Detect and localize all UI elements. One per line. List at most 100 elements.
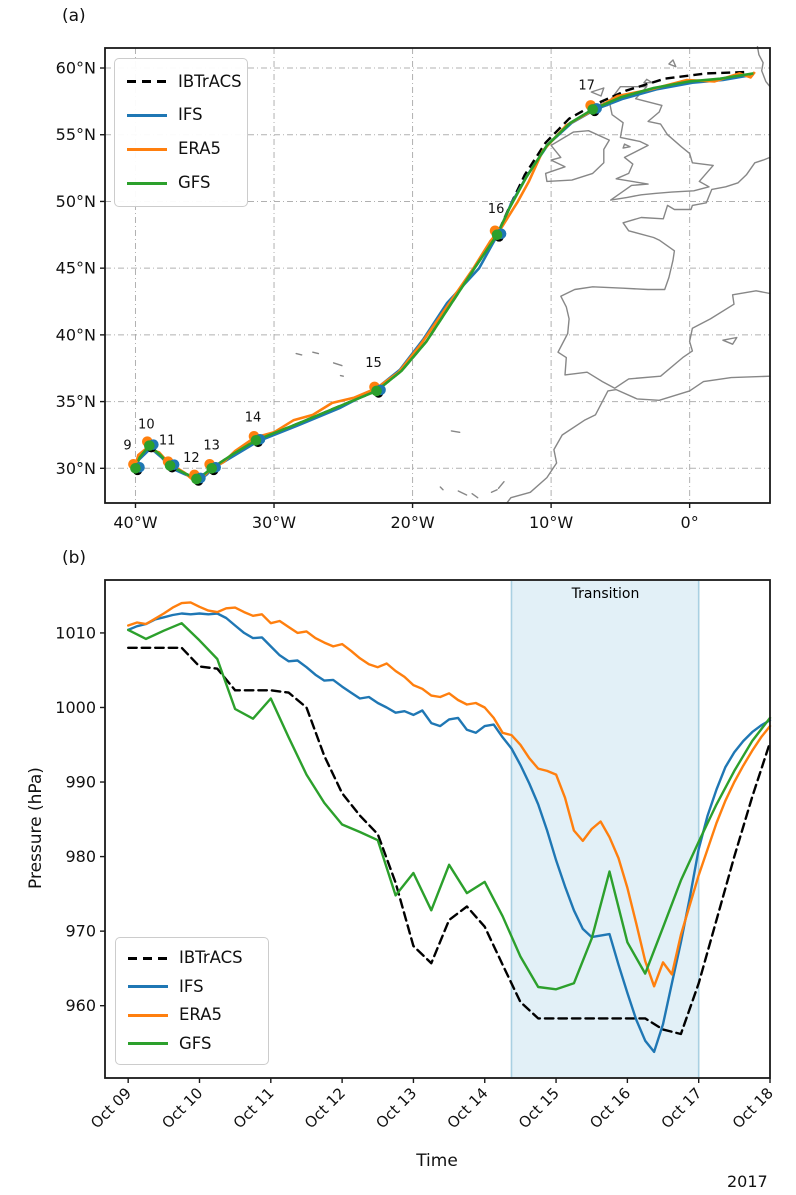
dashed-line-sample	[128, 956, 168, 960]
day-marker-gfs	[371, 385, 382, 397]
legend-label: IFS	[178, 105, 203, 125]
coastline	[756, 46, 771, 88]
legend-item-ifs: IFS	[128, 976, 256, 996]
pressure-tick-label: 1000	[55, 698, 96, 717]
coastline	[668, 59, 677, 68]
legend-item-era5: ERA5	[128, 1005, 256, 1024]
solid-line-sample	[127, 147, 167, 151]
solid-line-sample	[128, 1013, 168, 1017]
date-tick-label: Oct 10	[158, 1084, 206, 1132]
coastline	[339, 374, 344, 377]
day-marker-gfs	[164, 460, 176, 471]
legend-panel-b: IBTrACS IFS ERA5 GFS	[115, 937, 269, 1065]
coastline	[471, 493, 479, 499]
legend-item-era5: ERA5	[127, 141, 235, 158]
legend-label: IBTrACS	[179, 948, 243, 967]
legend-item-gfs: GFS	[127, 172, 235, 192]
transition-label: Transition	[571, 586, 640, 602]
pressure-axis-label: Pressure (hPa)	[26, 767, 46, 889]
lon-tick-label: 20°W	[390, 513, 434, 532]
coastline	[722, 336, 738, 345]
legend-label: GFS	[179, 1033, 212, 1053]
panel-b-title: (b)	[62, 548, 87, 568]
lat-tick-label: 45°N	[56, 259, 96, 278]
day-marker-label: 9	[123, 438, 131, 453]
coastline	[312, 351, 320, 355]
day-marker-label: 11	[159, 434, 176, 449]
lat-tick-label: 40°N	[56, 325, 96, 344]
pressure-series-gfs	[126, 622, 772, 991]
legend-item-gfs: GFS	[128, 1033, 256, 1053]
pressure-series-era5	[126, 601, 772, 988]
legend-item-ifs: IFS	[127, 107, 235, 124]
day-marker-gfs	[587, 104, 598, 115]
day-marker-label: 12	[183, 451, 200, 466]
coastline	[332, 362, 343, 367]
dashed-line-sample	[127, 80, 167, 84]
day-marker-gfs	[191, 473, 202, 485]
pressure-tick-label: 990	[65, 773, 96, 792]
day-marker-gfs	[491, 229, 503, 241]
lon-tick-label: 10°W	[529, 513, 573, 532]
panel-a-title: (a)	[62, 6, 86, 26]
legend-item-ibtracs: IBTrACS	[127, 73, 242, 91]
date-tick-label: Oct 18	[729, 1084, 777, 1132]
coastline	[590, 87, 605, 97]
coastline	[439, 486, 444, 491]
coastline	[457, 490, 468, 496]
coastline	[450, 430, 461, 433]
pressure-tick-label: 970	[65, 922, 96, 941]
pressure-tick-label: 1010	[55, 623, 96, 642]
date-tick-label: Oct 15	[515, 1084, 563, 1132]
day-marker-label: 14	[245, 410, 262, 425]
coastline	[506, 375, 771, 504]
date-tick-label: Oct 17	[658, 1084, 706, 1132]
day-marker-gfs	[144, 440, 155, 451]
solid-line-sample	[127, 181, 167, 185]
day-marker-label: 15	[365, 356, 382, 371]
lat-tick-label: 50°N	[56, 192, 96, 211]
legend-label: IFS	[179, 976, 204, 996]
pressure-tick-label: 980	[65, 847, 96, 866]
coastline	[557, 156, 771, 389]
legend-label: IBTrACS	[178, 71, 242, 91]
lon-tick-label: 30°W	[252, 513, 296, 532]
year-label: 2017	[727, 1172, 768, 1191]
gfs-track-line	[134, 72, 754, 481]
lat-tick-label: 60°N	[56, 59, 96, 78]
lon-tick-label: 40°W	[113, 513, 157, 532]
day-marker-gfs	[130, 463, 141, 474]
coastline	[608, 85, 714, 201]
legend-label: ERA5	[179, 1005, 223, 1024]
solid-line-sample	[128, 1042, 168, 1046]
pressure-series-ifs	[126, 612, 772, 1054]
day-marker-label: 13	[203, 438, 220, 453]
date-tick-label: Oct 09	[87, 1084, 135, 1132]
date-tick-label: Oct 13	[372, 1084, 420, 1132]
time-axis-label: Time	[416, 1151, 458, 1171]
coastline	[295, 352, 303, 356]
panel-a-frame	[104, 47, 771, 504]
date-tick-label: Oct 14	[444, 1084, 492, 1132]
lat-tick-label: 55°N	[56, 125, 96, 144]
lat-tick-label: 35°N	[56, 392, 96, 411]
day-marker-label: 16	[488, 202, 505, 217]
coastline	[490, 489, 498, 493]
lon-tick-label: 0°	[681, 513, 699, 532]
coastline	[544, 129, 610, 183]
panel-b-frame	[104, 579, 771, 1079]
pressure-series-ibtracs	[126, 646, 772, 1036]
coastline	[643, 78, 653, 84]
date-tick-label: Oct 16	[586, 1084, 634, 1132]
legend-item-ibtracs: IBTrACS	[128, 948, 256, 967]
day-marker-gfs	[206, 463, 217, 474]
coastline	[497, 481, 505, 489]
date-tick-label: Oct 11	[230, 1084, 278, 1132]
day-marker-label: 17	[578, 78, 595, 93]
day-marker-label: 10	[138, 418, 155, 433]
coastline	[622, 143, 631, 149]
day-marker-gfs	[250, 434, 262, 446]
legend-label: GFS	[178, 172, 211, 192]
